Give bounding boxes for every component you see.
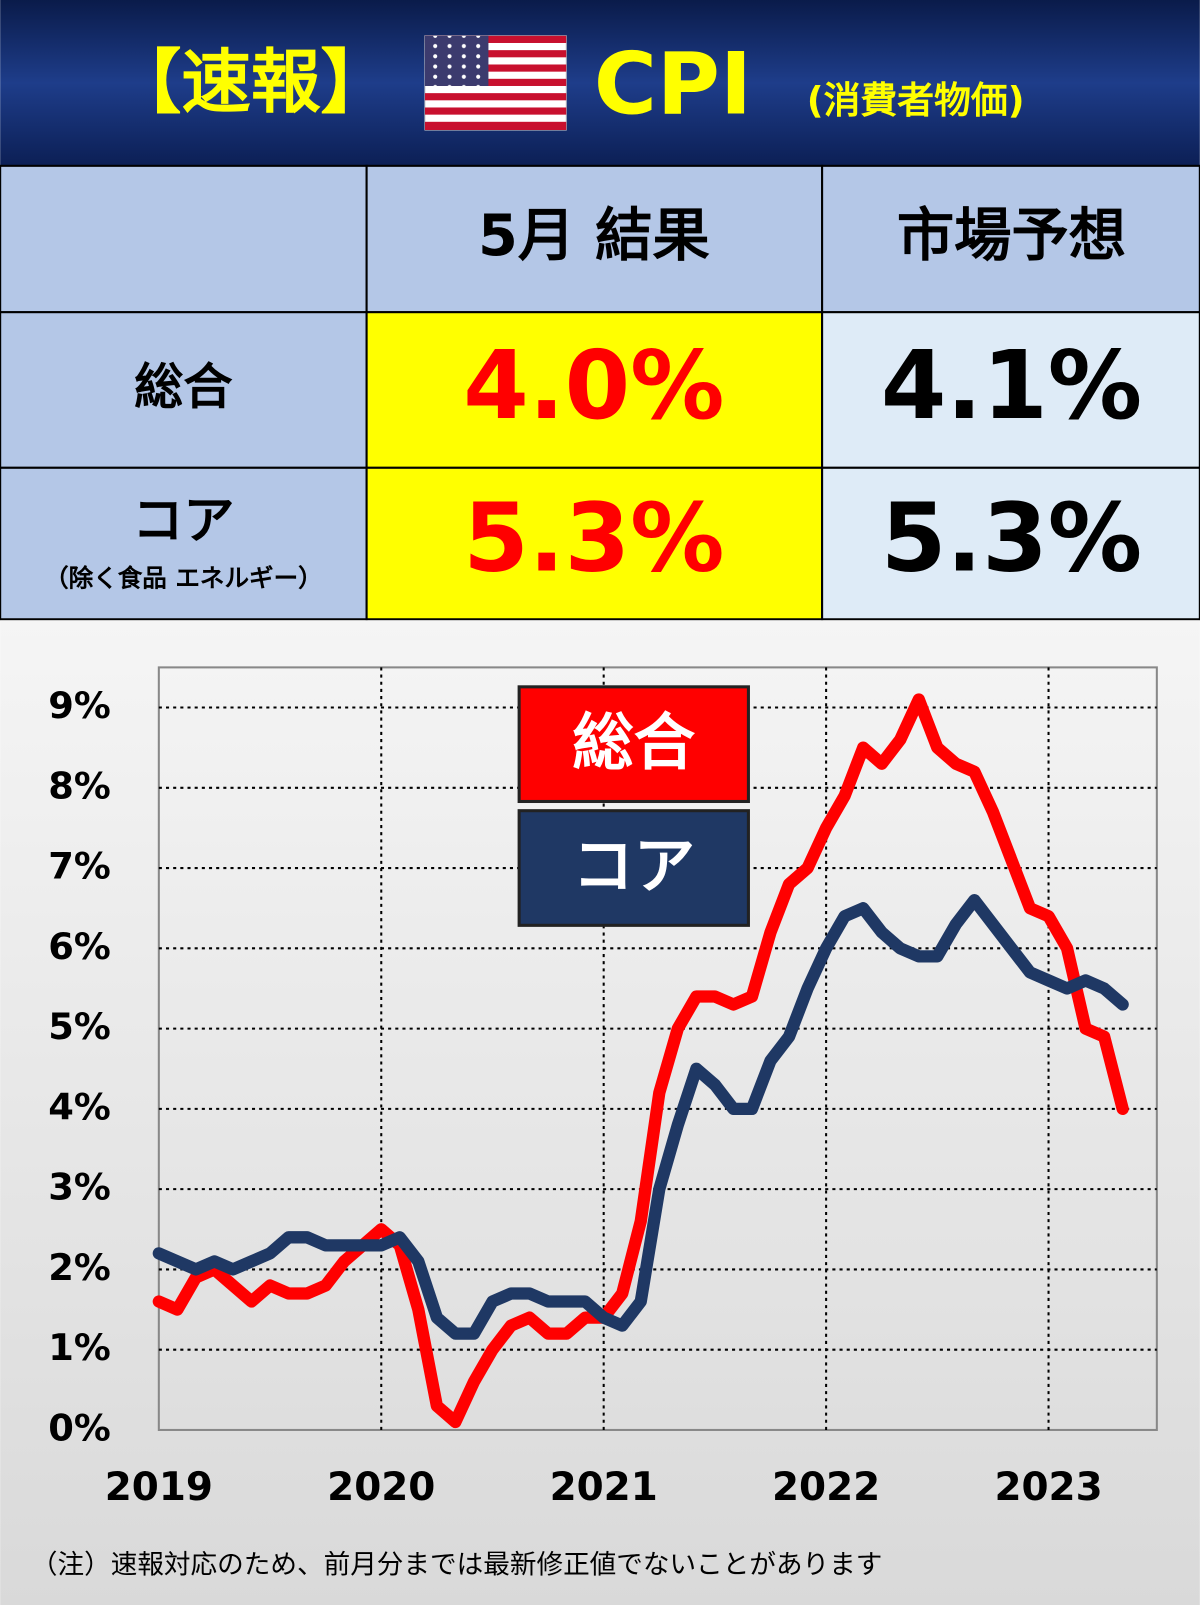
summary-table (0, 164, 1200, 621)
legend-box (517, 809, 750, 927)
header-subject: CPI (594, 35, 752, 135)
y-tick-label: 7% (48, 845, 111, 888)
header-bg (0, 0, 1200, 166)
y-tick-label: 9% (48, 684, 111, 727)
column-header: 市場予想 (897, 202, 1126, 269)
y-tick-label: 1% (48, 1326, 111, 1369)
us-flag (424, 35, 567, 131)
row-sublabel: （除く食品 エネルギー） (44, 563, 323, 592)
y-tick-label: 0% (48, 1406, 111, 1449)
legend-box (517, 685, 750, 804)
x-tick-label: 2019 (105, 1465, 213, 1510)
y-tick-label: 6% (48, 925, 111, 968)
y-tick-label: 4% (48, 1085, 111, 1128)
row-label: 総合 (134, 357, 233, 415)
result-value: 4.0% (463, 332, 724, 441)
note: （注）速報対応のため、前月分までは最新修正値でないことがあります (31, 1550, 883, 1581)
column-header: 5月 結果 (478, 202, 710, 269)
x-tick-label: 2022 (772, 1465, 880, 1510)
y-tick-label: 5% (48, 1005, 111, 1048)
header-title: 【速報】 (112, 42, 390, 123)
legend-label: コア (572, 831, 695, 902)
forecast-value: 5.3% (881, 484, 1142, 593)
result-value: 5.3% (463, 484, 724, 593)
x-tick-label: 2023 (994, 1465, 1102, 1510)
plot-frame (157, 666, 1158, 1431)
series-line (152, 693, 1129, 1429)
x-tick-label: 2021 (550, 1465, 658, 1510)
legend-label: 総合 (572, 707, 695, 778)
forecast-value: 4.1% (881, 332, 1142, 441)
y-tick-label: 8% (48, 764, 111, 807)
series-line (152, 894, 1129, 1340)
y-tick-label: 2% (48, 1246, 111, 1289)
x-tick-label: 2020 (327, 1465, 435, 1510)
y-tick-label: 3% (48, 1166, 111, 1209)
header-subtitle: (消費者物価) (807, 79, 1025, 122)
row-label: コア (132, 492, 234, 551)
